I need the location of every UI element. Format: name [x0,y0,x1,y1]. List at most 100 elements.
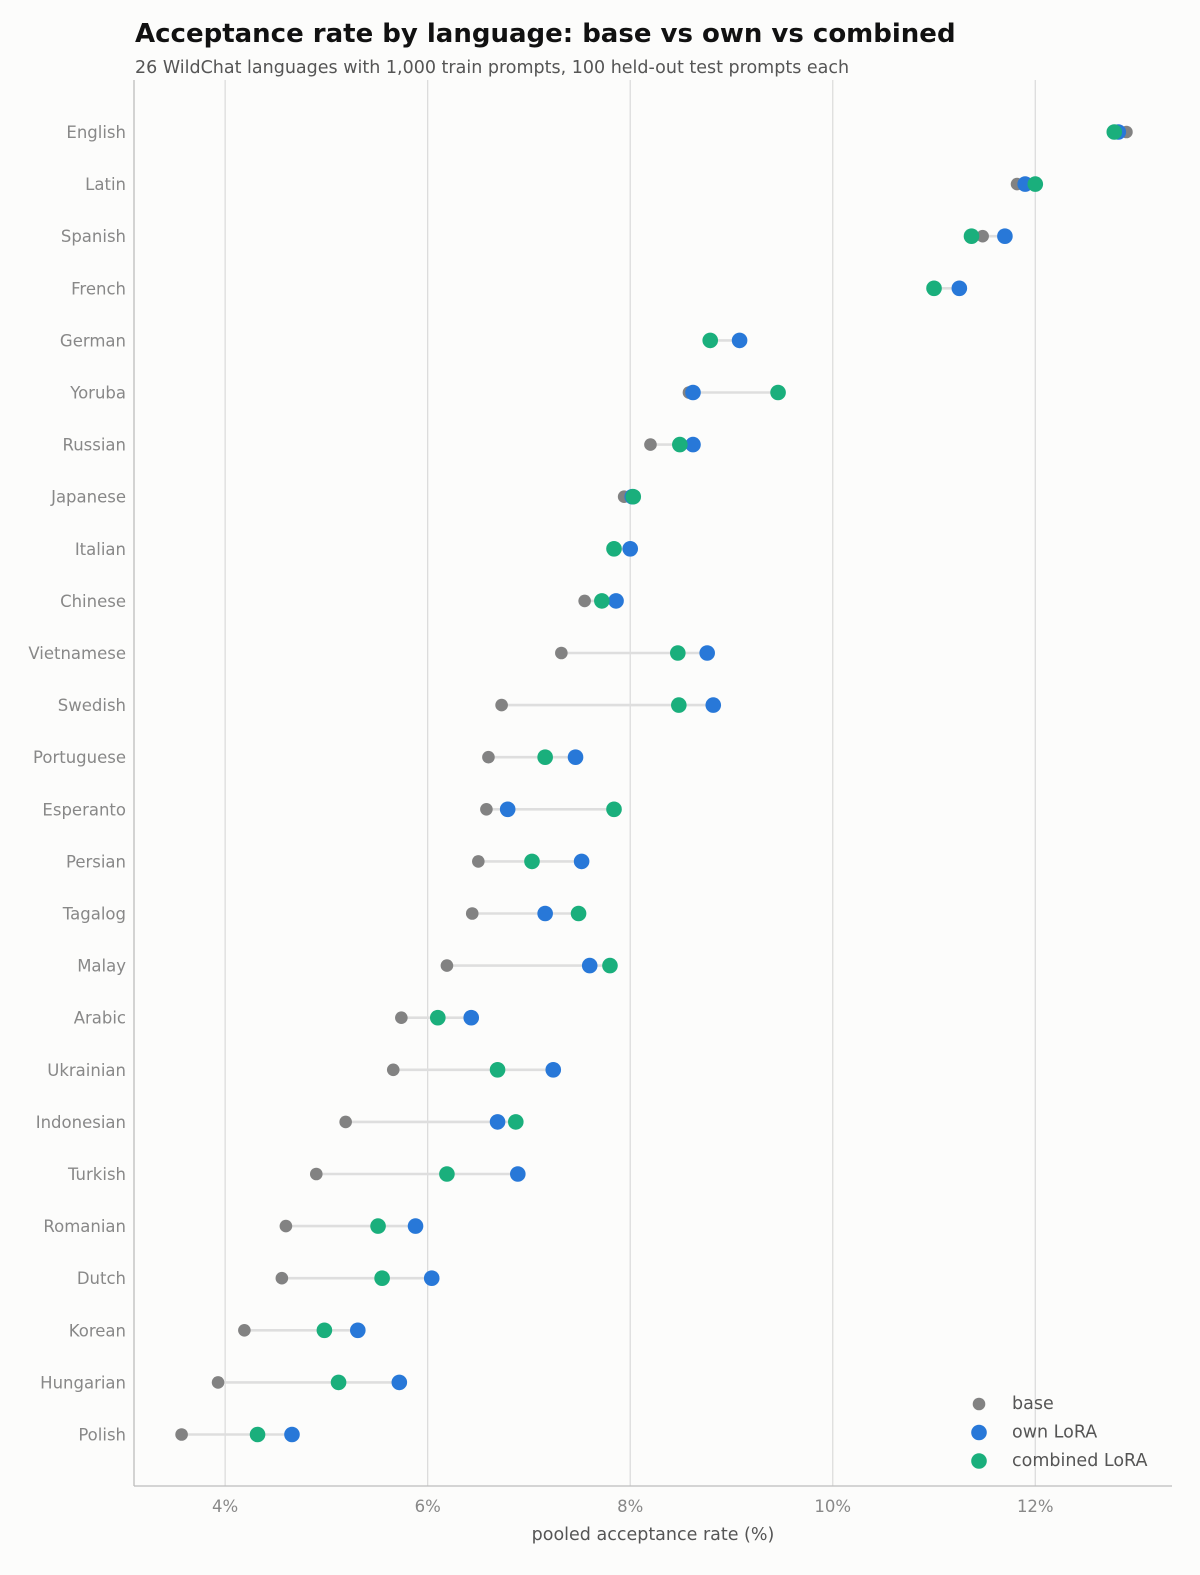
axes [133,80,1172,1487]
point-base-portuguese [482,750,495,764]
point-combined-lora-persian [524,853,540,870]
y-tick-label-korean: Korean [69,1321,126,1340]
point-combined-lora-russian [672,436,688,453]
point-combined-lora-vietnamese [670,645,686,661]
point-base-persian [472,855,485,868]
x-tick-label-12: 12% [1017,1497,1054,1516]
point-base-arabic [395,1011,408,1024]
point-combined-lora-spanish [963,228,980,244]
point-base-turkish [309,1167,323,1181]
point-own-lora-arabic [463,1009,480,1026]
point-combined-lora-polish [249,1426,266,1443]
point-own-lora-ukrainian [545,1062,562,1078]
y-tick-label-malay: Malay [77,957,126,976]
chart-title: Acceptance rate by language: base vs own… [135,19,956,49]
point-combined-lora-ukrainian [489,1062,506,1078]
y-tick-label-romanian: Romanian [43,1217,126,1236]
y-tick-label-persian: Persian [66,852,126,871]
point-combined-lora-esperanto [606,801,622,818]
y-tick-label-dutch: Dutch [77,1269,126,1288]
y-tick-label-portuguese: Portuguese [33,748,126,767]
y-tick-label-italian: Italian [75,540,126,559]
point-base-tagalog [465,907,479,920]
point-base-chinese [578,594,591,608]
x-tick-labels: 4% 6% 8% 10% 12% [212,1497,1054,1516]
y-tick-label-tagalog: Tagalog [62,905,126,924]
point-own-lora-esperanto [499,801,516,818]
point-own-lora-russian [685,436,701,453]
point-own-lora-indonesian [489,1114,506,1130]
point-combined-lora-romanian [370,1218,386,1234]
point-base-esperanto [480,803,493,816]
y-tick-label-spanish: Spanish [61,227,126,246]
chart-subtitle: 26 WildChat languages with 1,000 train p… [135,58,849,78]
point-own-lora-persian [573,853,590,870]
point-own-lora-yoruba [685,384,701,401]
y-tick-label-latin: Latin [85,175,126,194]
x-tick-label-10: 10% [814,1497,851,1516]
point-combined-lora-german [702,332,719,349]
point-combined-lora-swedish [671,697,687,713]
point-combined-lora-malay [602,957,618,974]
point-base-korean [238,1324,251,1337]
point-base-ukrainian [386,1063,400,1077]
y-tick-label-german: German [60,331,126,350]
point-combined-lora-yoruba [770,384,786,401]
x-tick-label-8: 8% [617,1497,643,1516]
point-own-lora-tagalog [537,905,553,922]
y-tick-label-japanese: Japanese [50,488,126,507]
point-combined-lora-latin [1027,176,1044,192]
y-tick-label-yoruba: Yoruba [69,384,126,403]
legend: base own LoRA combined LoRA [971,1394,1147,1471]
point-own-lora-chinese [608,593,624,609]
point-own-lora-swedish [705,697,722,713]
point-combined-lora-dutch [374,1270,390,1286]
legend-marker-combined-lora [971,1453,987,1469]
point-combined-lora-hungarian [330,1374,347,1391]
point-base-vietnamese [555,646,568,660]
point-own-lora-portuguese [567,749,584,765]
point-own-lora-romanian [407,1218,424,1234]
y-tick-label-russian: Russian [62,436,126,455]
y-tick-label-hungarian: Hungarian [40,1373,126,1392]
point-own-lora-french [951,280,968,297]
x-tick-label-6: 6% [415,1497,441,1516]
y-tick-label-ukrainian: Ukrainian [47,1061,126,1080]
data-points [175,124,1133,1443]
y-tick-label-polish: Polish [78,1426,126,1445]
y-tick-label-english: English [66,123,126,142]
legend-marker-base [972,1397,986,1411]
point-combined-lora-english [1106,124,1123,140]
y-tick-label-swedish: Swedish [58,696,126,715]
y-tick-label-vietnamese: Vietnamese [28,644,126,663]
point-base-dutch [275,1271,289,1285]
point-combined-lora-korean [316,1322,333,1339]
x-tick-label-4: 4% [212,1497,238,1516]
point-combined-lora-japanese [625,488,642,505]
point-base-polish [175,1428,188,1441]
y-tick-label-turkish: Turkish [67,1165,126,1184]
point-combined-lora-turkish [439,1166,455,1182]
point-base-romanian [279,1219,293,1233]
legend-label-combined-lora: combined LoRA [1012,1451,1147,1471]
y-tick-label-arabic: Arabic [74,1009,126,1028]
point-base-hungarian [211,1376,225,1389]
y-tick-label-indonesian: Indonesian [36,1113,126,1132]
point-combined-lora-french [926,280,942,297]
gridlines [224,80,1036,1486]
y-tick-label-esperanto: Esperanto [42,800,126,819]
y-tick-labels: English Latin Spanish French German Yoruba Rus… [28,123,126,1445]
point-own-lora-spanish [997,228,1013,244]
point-own-lora-german [731,332,748,349]
point-combined-lora-chinese [594,593,610,609]
legend-label-base: base [1012,1394,1054,1414]
point-combined-lora-arabic [430,1009,446,1026]
point-own-lora-turkish [510,1166,526,1182]
point-own-lora-korean [350,1322,366,1339]
point-base-swedish [495,698,508,712]
point-own-lora-vietnamese [699,645,715,661]
point-combined-lora-portuguese [537,749,553,765]
y-tick-label-chinese: Chinese [60,592,126,611]
point-combined-lora-italian [606,541,622,557]
